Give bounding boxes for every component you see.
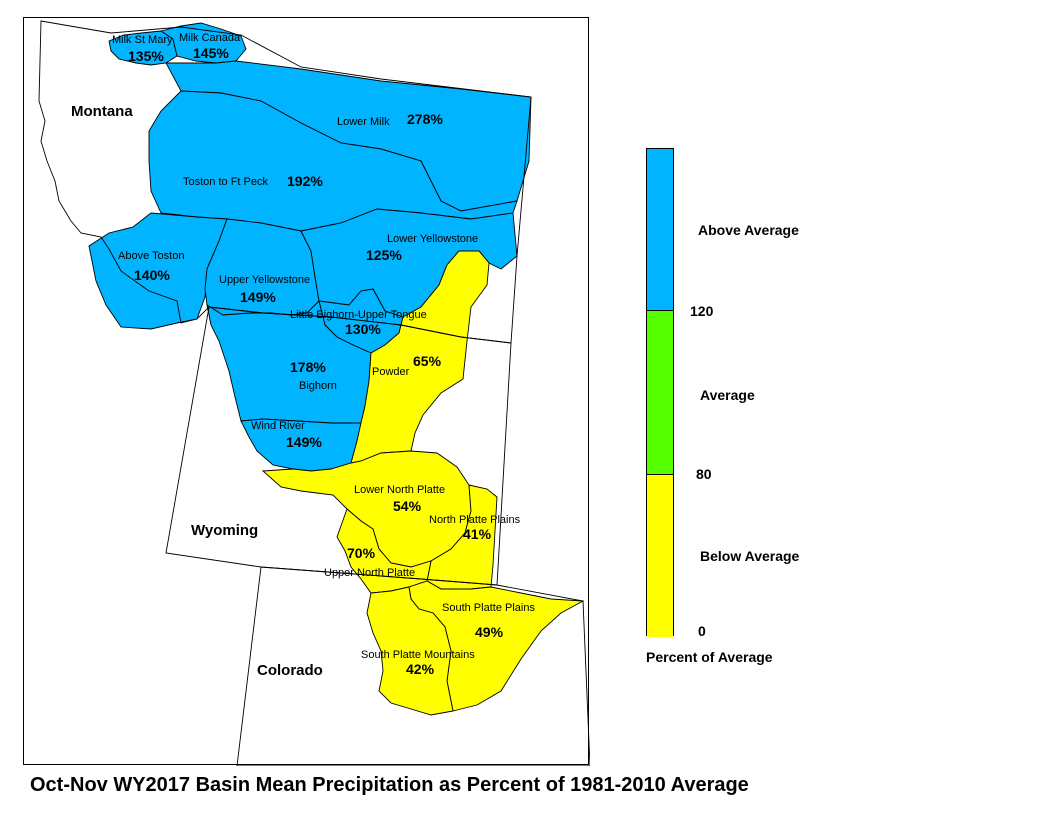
basin-percent-milk-st-mary: 135%: [128, 48, 164, 64]
map-caption: Oct-Nov WY2017 Basin Mean Precipitation …: [30, 774, 749, 796]
legend-threshold-120: 120: [690, 303, 714, 319]
basin-percent-bighorn: 178%: [290, 359, 326, 375]
basin-percent-milk-canada: 145%: [193, 45, 229, 61]
basin-name-milk-st-mary: Milk St Mary: [112, 34, 173, 46]
label-layer: Montana Wyoming Colorado Milk St Mary 135% Mi…: [71, 32, 535, 679]
basin-name-lower-yellowstone: Lower Yellowstone: [387, 233, 478, 245]
state-label-wyoming: Wyoming: [191, 522, 258, 539]
legend-label-average: Average: [700, 387, 755, 403]
basin-percent-above-toston: 140%: [134, 267, 170, 283]
basin-percent-little-bighorn-upper-tongue: 130%: [345, 321, 381, 337]
basin-percent-lower-yellowstone: 125%: [366, 247, 402, 263]
basin-area-powder: [350, 250, 490, 464]
basin-percent-powder: 65%: [413, 353, 442, 369]
basin-name-south-platte-mountains: South Platte Mountains: [361, 649, 475, 661]
basin-area-south-platte-mountains: [366, 586, 454, 716]
basin-name-lower-milk: Lower Milk: [337, 116, 390, 128]
state-label-colorado: Colorado: [257, 662, 323, 679]
basin-percent-upper-north-platte: 70%: [347, 545, 376, 561]
legend-swatch-average: [647, 311, 673, 475]
map-frame: Montana Wyoming Colorado Milk St Mary 135% Mi…: [23, 17, 590, 766]
legend-label-above: Above Average: [698, 222, 799, 238]
basin-name-bighorn: Bighorn: [299, 380, 337, 392]
basin-name-south-platte-plains: South Platte Plains: [442, 602, 535, 614]
basin-percent-south-platte-mountains: 42%: [406, 661, 435, 677]
basin-name-above-toston: Above Toston: [118, 250, 184, 262]
basin-percent-north-platte-plains: 41%: [463, 526, 492, 542]
basin-name-wind-river: Wind River: [251, 420, 305, 432]
basin-percent-lower-north-platte: 54%: [393, 498, 422, 514]
legend-color-bar: [646, 148, 674, 637]
basin-name-upper-yellowstone: Upper Yellowstone: [219, 274, 310, 286]
legend-swatch-above: [647, 149, 673, 311]
basin-percent-lower-milk: 278%: [407, 111, 443, 127]
basin-map: Montana Wyoming Colorado Milk St Mary 135% Mi…: [38, 20, 590, 766]
legend-title: Percent of Average: [646, 649, 773, 665]
legend-label-below: Below Average: [700, 548, 800, 564]
basin-percent-wind-river: 149%: [286, 434, 322, 450]
legend-threshold-0: 0: [698, 623, 706, 639]
basin-name-little-bighorn-upper-tongue: Little Bighorn-Upper Tongue: [290, 309, 427, 321]
basin-name-powder: Powder: [372, 366, 410, 378]
legend-swatch-below: [647, 475, 673, 637]
state-label-montana: Montana: [71, 103, 133, 120]
colorado-boundary: [236, 566, 590, 766]
basin-name-toston-to-ft-peck: Toston to Ft Peck: [183, 176, 268, 188]
montana-boundary: [38, 20, 532, 344]
basin-name-north-platte-plains: North Platte Plains: [429, 514, 521, 526]
wyoming-boundary: [165, 306, 512, 586]
basin-name-lower-north-platte: Lower North Platte: [354, 484, 445, 496]
basin-percent-upper-yellowstone: 149%: [240, 289, 276, 305]
legend-threshold-80: 80: [696, 466, 712, 482]
basin-name-upper-north-platte: Upper North Platte: [324, 567, 415, 579]
basin-area-milk-st-mary: [108, 30, 178, 66]
basin-name-milk-canada: Milk Canada: [179, 32, 241, 44]
basin-percent-toston-to-ft-peck: 192%: [287, 173, 323, 189]
basin-percent-south-platte-plains: 49%: [475, 624, 504, 640]
